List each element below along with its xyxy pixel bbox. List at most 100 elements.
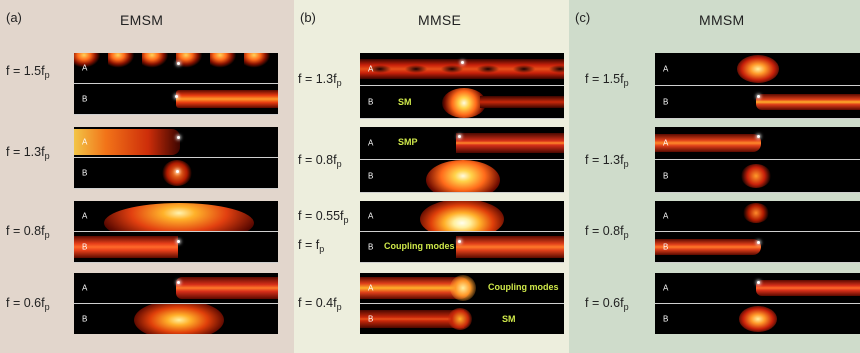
- region-label-a: A: [663, 64, 669, 74]
- guided-beam: [176, 277, 278, 299]
- freq-subscript: p: [623, 159, 629, 169]
- field-map-b: B SM: [360, 86, 564, 119]
- freq-value: f = 1.5f: [6, 64, 45, 78]
- freq-value: f = 0.6f: [6, 296, 45, 310]
- freq-subscript: p: [336, 302, 342, 312]
- field-map-b: B: [655, 86, 860, 119]
- freq-value: f = 0.8f: [6, 224, 45, 238]
- field-map-b: B: [360, 160, 564, 193]
- freq-value: f = 1.3f: [6, 145, 45, 159]
- field-map-a: A: [74, 53, 278, 84]
- guided-beam: [655, 239, 761, 255]
- field-map-b: B Coupling modes: [360, 232, 564, 263]
- field-spot: [743, 203, 769, 223]
- panel-c: (c) MMSM f = 1.5fp A B f = 1.3fp A B f =…: [569, 0, 860, 353]
- field-map-a: A SMP: [360, 127, 564, 160]
- freq-value: f = 0.8f: [585, 224, 624, 238]
- field-spot: [104, 203, 254, 231]
- freq-subscript: p: [623, 78, 629, 88]
- freq-label: f = 1.3fp: [585, 153, 629, 169]
- field-map-b: B: [655, 232, 860, 263]
- field-map-a: A: [74, 201, 278, 232]
- region-label-b: B: [663, 171, 669, 181]
- source-dot: [757, 135, 760, 138]
- freq-subscript: p: [44, 302, 50, 312]
- annotation-sm: SM: [502, 314, 516, 324]
- source-dot: [757, 241, 760, 244]
- region-label-a: A: [82, 137, 88, 147]
- field-map-b: B SM: [360, 304, 564, 334]
- freq-label: f = 0.6fp: [585, 296, 629, 312]
- region-label-b: B: [663, 242, 669, 252]
- guided-beam: [456, 133, 564, 153]
- source-dot: [461, 61, 464, 64]
- freq-value: f = 1.5f: [585, 72, 624, 86]
- freq-value: f = 1.3f: [298, 72, 337, 86]
- region-label-b: B: [82, 242, 88, 252]
- freq-subscript: p: [623, 302, 629, 312]
- region-label-a: A: [368, 138, 374, 148]
- source-dot: [177, 62, 180, 65]
- guided-beam: [74, 129, 180, 155]
- freq-value: f = 0.4f: [298, 296, 337, 310]
- source-dot: [177, 281, 180, 284]
- panel-a-title: EMSM: [120, 12, 164, 28]
- guided-beam: [456, 236, 564, 258]
- panel-b-title: MMSE: [418, 12, 462, 28]
- source-dot: [176, 170, 179, 173]
- guided-beam: [480, 96, 564, 108]
- guided-beam: [176, 90, 278, 108]
- field-map-a: A: [655, 127, 860, 160]
- field-map-b: B: [74, 84, 278, 115]
- field-spot: [741, 164, 771, 188]
- freq-label: f = 0.8fp: [6, 224, 50, 240]
- region-label-a: A: [368, 64, 374, 74]
- freq-value: f = 1.3f: [585, 153, 624, 167]
- field-spot: [426, 160, 500, 192]
- annotation-coupling-modes: Coupling modes: [384, 241, 455, 251]
- field-spot: [442, 88, 486, 118]
- region-label-a: A: [663, 211, 669, 221]
- freq-subscript: p: [319, 244, 325, 254]
- region-label-b: B: [82, 94, 88, 104]
- field-map-a: A: [74, 273, 278, 304]
- region-label-b: B: [368, 97, 374, 107]
- panel-b: (b) MMSE f = 1.3fp A B SM f = 0.8fp A SM…: [294, 0, 569, 353]
- source-dot: [177, 240, 180, 243]
- region-label-b: B: [663, 314, 669, 324]
- region-label-b: B: [82, 314, 88, 324]
- region-label-a: A: [82, 63, 88, 73]
- freq-label: f = 1.5fp: [585, 72, 629, 88]
- freq-label: f = 0.6fp: [6, 296, 50, 312]
- region-label-a: A: [368, 211, 374, 221]
- field-map-a: A: [360, 201, 564, 232]
- standing-wave: [74, 53, 278, 71]
- field-map-b: B: [74, 232, 278, 263]
- region-label-b: B: [368, 242, 374, 252]
- field-map-a: A: [655, 201, 860, 232]
- field-spot: [134, 304, 224, 334]
- region-label-a: A: [663, 138, 669, 148]
- field-spot: [450, 275, 476, 301]
- freq-subscript: p: [336, 159, 342, 169]
- freq-subscript: p: [44, 151, 50, 161]
- guided-beam: [756, 280, 860, 296]
- freq-label: f = 0.8fp: [298, 153, 342, 169]
- region-label-a: A: [663, 283, 669, 293]
- freq-value: f = 0.55f: [298, 209, 344, 223]
- panel-c-letter: (c): [575, 10, 591, 25]
- source-dot: [458, 240, 461, 243]
- freq-label: f = fp: [298, 238, 325, 254]
- freq-label: f = 1.5fp: [6, 64, 50, 80]
- source-dot: [757, 95, 760, 98]
- field-spot: [420, 201, 504, 231]
- freq-label: f = 1.3fp: [6, 145, 50, 161]
- freq-subscript: p: [343, 215, 349, 225]
- source-dot: [177, 136, 180, 139]
- field-spot: [448, 308, 472, 330]
- standing-wave: [360, 65, 564, 73]
- region-label-b: B: [82, 168, 88, 178]
- guided-beam: [756, 94, 860, 110]
- source-dot: [757, 281, 760, 284]
- annotation-coupling-modes: Coupling modes: [488, 282, 559, 292]
